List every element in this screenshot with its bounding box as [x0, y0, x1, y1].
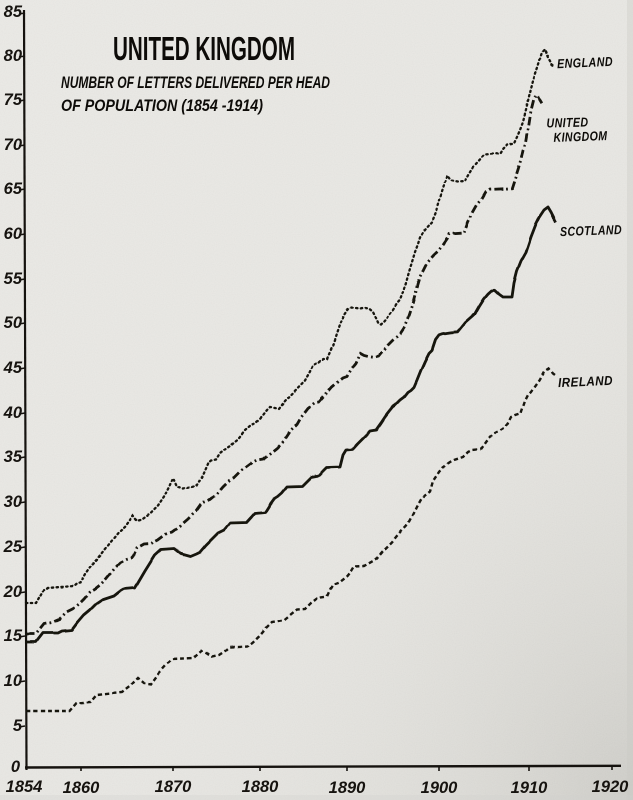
- svg-text:1860: 1860: [63, 779, 101, 797]
- svg-text:40: 40: [3, 404, 23, 422]
- svg-text:10: 10: [4, 672, 23, 690]
- svg-text:60: 60: [4, 225, 23, 243]
- svg-text:25: 25: [3, 538, 23, 556]
- svg-text:0: 0: [11, 758, 21, 776]
- svg-text:65: 65: [4, 180, 23, 198]
- svg-text:1880: 1880: [242, 778, 280, 796]
- svg-text:1910: 1910: [511, 779, 549, 797]
- svg-text:UNITED KINGDOM: UNITED KINGDOM: [113, 30, 295, 67]
- svg-text:OF POPULATION (1854 -1914): OF POPULATION (1854 -1914): [61, 96, 263, 115]
- svg-text:UNITED: UNITED: [546, 114, 588, 130]
- svg-text:35: 35: [4, 448, 23, 466]
- svg-text:ENGLAND: ENGLAND: [557, 54, 614, 71]
- svg-text:NUMBER OF LETTERS DELIVERED PE: NUMBER OF LETTERS DELIVERED PER HEAD: [61, 73, 330, 92]
- svg-text:30: 30: [4, 493, 23, 511]
- svg-text:15: 15: [4, 627, 23, 645]
- svg-text:IRELAND: IRELAND: [558, 373, 614, 390]
- svg-text:50: 50: [4, 314, 23, 332]
- svg-text:45: 45: [3, 359, 23, 377]
- svg-text:55: 55: [4, 270, 23, 288]
- svg-text:20: 20: [3, 583, 23, 601]
- svg-text:1854: 1854: [6, 778, 43, 796]
- svg-text:75: 75: [4, 91, 23, 109]
- svg-text:1920: 1920: [592, 778, 630, 796]
- svg-text:SCOTLAND: SCOTLAND: [560, 222, 623, 239]
- svg-text:1900: 1900: [421, 779, 459, 797]
- svg-text:1870: 1870: [155, 778, 193, 796]
- svg-text:5: 5: [13, 717, 23, 735]
- svg-text:KINGDOM: KINGDOM: [553, 128, 608, 145]
- svg-text:85: 85: [4, 3, 23, 21]
- svg-text:1890: 1890: [329, 779, 367, 797]
- svg-text:80: 80: [4, 47, 23, 65]
- svg-text:70: 70: [4, 136, 23, 154]
